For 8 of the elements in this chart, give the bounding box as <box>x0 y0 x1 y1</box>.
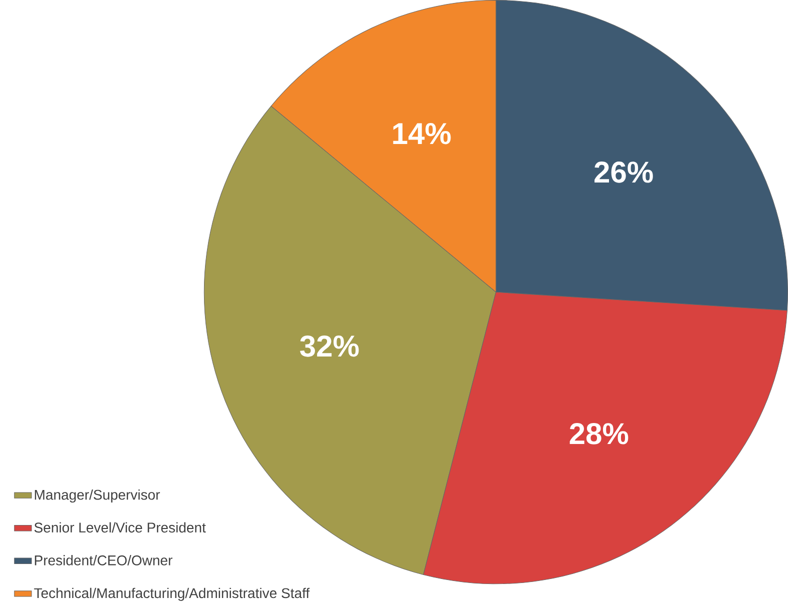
legend-label: President/CEO/Owner <box>34 555 172 566</box>
legend-label: Senior Level/Vice President <box>34 522 206 533</box>
data-label: 14% <box>393 123 451 144</box>
legend-label: Manager/Supervisor <box>34 490 160 503</box>
data-label: 26% <box>594 162 653 184</box>
data-label: 28% <box>570 423 628 445</box>
data-label: 32% <box>300 336 359 358</box>
legend-label: Technical/Manufacturing/Administrative Staff <box>34 588 310 602</box>
